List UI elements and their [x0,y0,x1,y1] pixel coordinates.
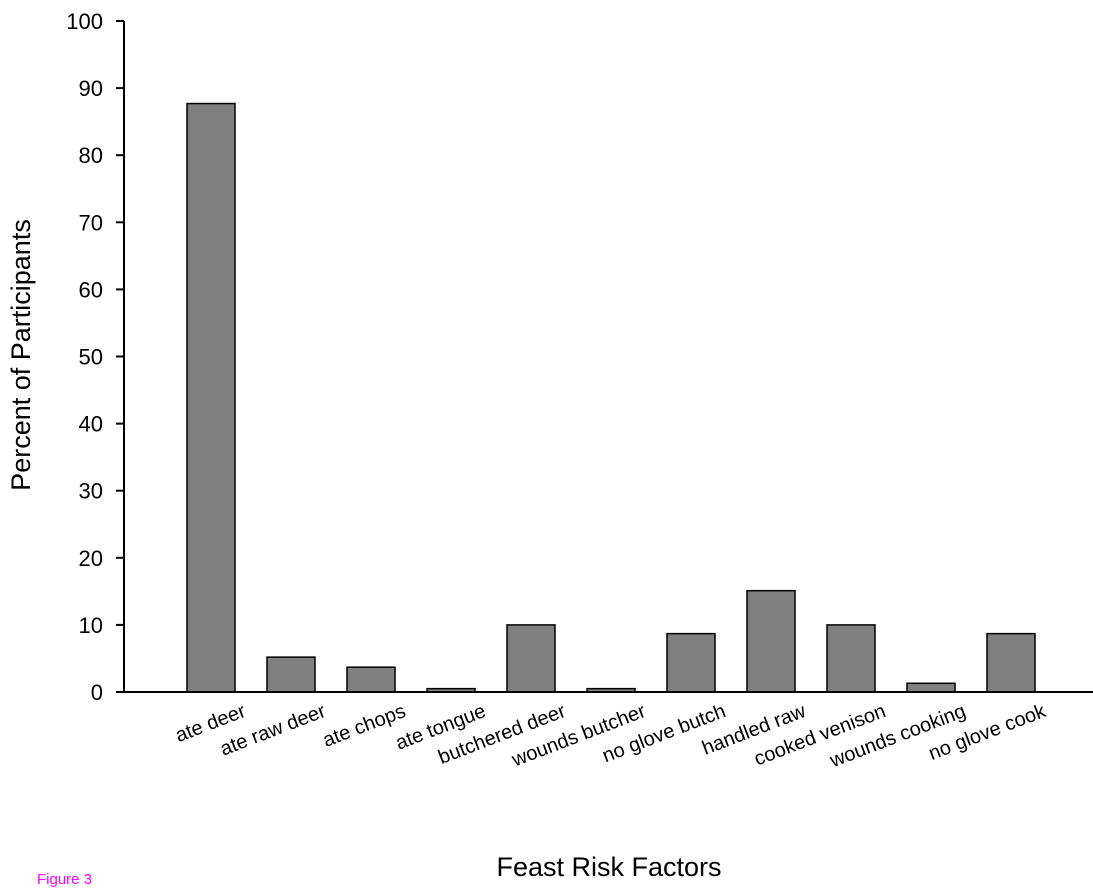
y-tick-label: 90 [79,76,103,101]
bar-butchered-deer [506,624,556,693]
bar-ate-deer [186,102,236,693]
y-tick-label: 0 [91,680,103,705]
y-tick-label: 40 [79,412,103,437]
bar-ate-chops [346,666,396,693]
y-tick-label: 30 [79,479,103,504]
y-tick-label: 20 [79,546,103,571]
y-axis-ticks: 0 10 20 30 40 50 60 70 80 90 100 [66,9,124,705]
bar-ate-raw-deer [266,656,316,693]
y-tick-label: 60 [79,277,103,302]
y-tick-label: 80 [79,143,103,168]
bar-cooked-venison [826,624,876,693]
y-tick-label: 70 [79,210,103,235]
bar-handled-raw [746,589,796,693]
y-tick-label: 10 [79,613,103,638]
figure-label: Figure 3 [37,871,92,888]
bars-group [186,102,1036,693]
y-tick-label: 50 [79,345,103,370]
y-tick-label: 100 [66,9,103,34]
bar-no-glove-cook [986,632,1036,693]
y-axis-title: Percent of Participants [6,219,36,491]
x-axis-title: Feast Risk Factors [496,852,721,882]
bar-no-glove-butch [666,632,716,693]
bar-wounds-cooking [906,682,956,693]
